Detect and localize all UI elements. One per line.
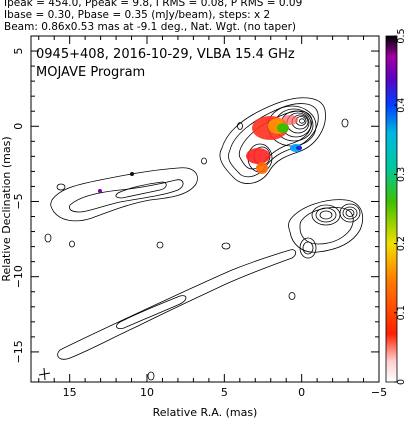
colorbar-tick-label: 0.2 [396, 236, 407, 251]
colorbar-tick-label: 0.4 [396, 98, 407, 113]
contour-line [302, 241, 314, 255]
contour-line [299, 207, 354, 245]
pol-blob [277, 123, 289, 133]
y-tick-label: 5 [12, 48, 25, 55]
header-line-1: Ipeak = 454.0, Ppeak = 9.8, I RMS = 0.08… [4, 0, 303, 9]
x-tick-label: 0 [298, 386, 305, 399]
contour-line [69, 240, 75, 248]
y-tick-label: −5 [12, 193, 25, 209]
y-tick-label: −15 [12, 340, 25, 363]
contour-line [342, 206, 358, 220]
plot-frame [30, 35, 380, 383]
header-line-3: Beam: 0.86x0.53 mas at -9.1 deg., Nat. W… [4, 21, 297, 33]
contour-line [69, 179, 184, 213]
x-tick-label: 15 [63, 386, 77, 399]
contour-line [56, 183, 66, 191]
colorbar [385, 35, 398, 383]
contour-line [115, 181, 167, 199]
contour-line [147, 371, 155, 381]
colorbar-tick-label: 0 [396, 379, 407, 385]
contour-line [201, 157, 207, 165]
axes: 15 10 5 0 −5 5 0 −5 −10 −15 [12, 35, 387, 399]
chart-subtitle: MOJAVE Program [36, 65, 145, 80]
x-tick-label: 10 [140, 386, 154, 399]
contour-line [57, 249, 296, 360]
x-axis-label: Relative R.A. (mas) [153, 406, 258, 419]
colorbar-tick-label: 0.5 [396, 28, 407, 43]
contour-line [50, 167, 198, 222]
pol-blob [130, 172, 134, 176]
contour-line [299, 118, 305, 124]
contour-line [299, 237, 317, 259]
contour-line [44, 233, 52, 243]
contour-line [156, 241, 164, 249]
y-tick-label: 0 [12, 123, 25, 130]
header-line-2: Ibase = 0.30, Pbase = 0.35 (mJy/beam), s… [4, 9, 271, 21]
contour-line [288, 199, 363, 253]
pol-blob [246, 148, 270, 164]
contour-layer [44, 97, 363, 381]
y-tick-label: −10 [12, 265, 25, 288]
contour-line [319, 210, 333, 220]
contour-line [345, 209, 355, 217]
contour-line [116, 295, 187, 329]
colorbar-ticks: 0 0.1 0.2 0.3 0.4 0.5 [394, 28, 407, 385]
contour-line [288, 292, 296, 300]
pol-blob [282, 115, 298, 125]
contour-line [221, 242, 231, 250]
x-tick-label: −5 [371, 386, 387, 399]
pol-blob [296, 146, 302, 150]
contour-line [341, 118, 349, 128]
contour-line [238, 110, 313, 170]
pol-blob [256, 162, 268, 174]
y-axis-label: Relative Declination (mas) [0, 136, 13, 281]
colorbar-tick-label: 0.1 [396, 305, 407, 320]
polarization-color-layer [98, 115, 302, 193]
contour-line [219, 97, 326, 184]
contour-line [339, 203, 361, 223]
colorbar-tick-label: 0.3 [396, 167, 407, 182]
contour-line [237, 122, 243, 130]
pol-blob [98, 189, 102, 193]
chart-title: 0945+408, 2016-10-29, VLBA 15.4 GHz [36, 47, 295, 62]
x-tick-label: 5 [221, 386, 228, 399]
beam-marker [38, 367, 51, 381]
contour-line [315, 207, 337, 223]
